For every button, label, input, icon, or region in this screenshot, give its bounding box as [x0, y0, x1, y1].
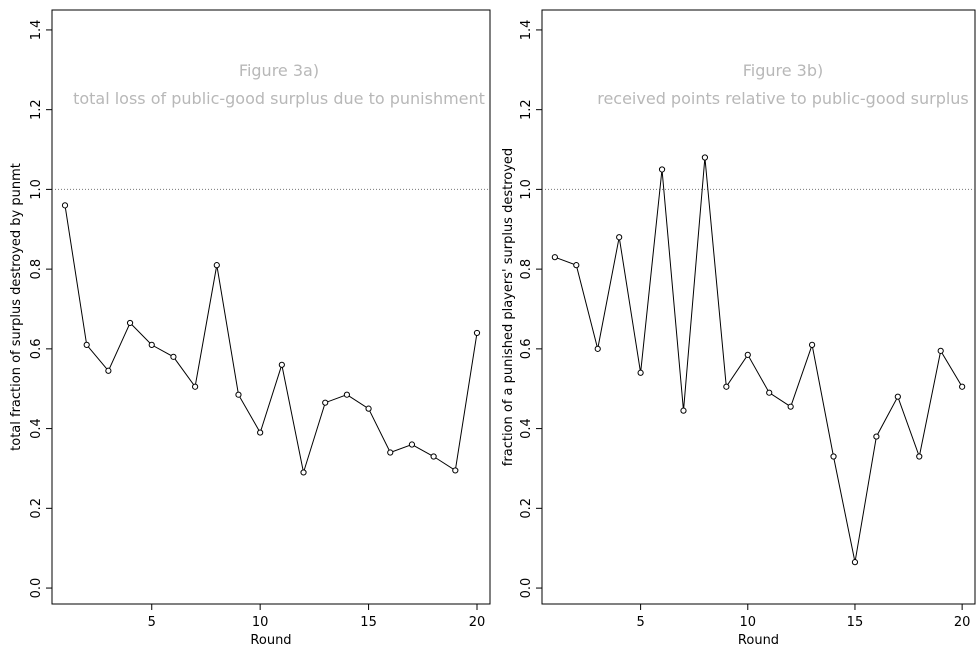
figure-label: Figure 3b) — [743, 61, 824, 80]
data-point-round-4 — [126, 319, 134, 327]
x-axis-title: Round — [250, 633, 291, 648]
y-tick-label: 1.0 — [519, 179, 534, 200]
data-point-round-11 — [766, 389, 773, 396]
y-axis-title: fraction of a punished players' surplus … — [501, 148, 516, 466]
plot-frame — [541, 9, 976, 605]
x-tick-label: 20 — [954, 615, 971, 630]
data-point-round-9 — [235, 391, 242, 398]
x-tick-label: 15 — [360, 615, 377, 630]
data-point-round-13 — [322, 399, 329, 406]
data-point-round-5 — [148, 341, 155, 348]
panel-figure-3b: 5 10 15 20 0.0 0.2 0.4 0.6 0.8 1.0 1.2 1.4 Round frac… — [501, 9, 976, 648]
data-point-round-15 — [851, 559, 859, 566]
data-point-round-6 — [170, 353, 177, 360]
y-tick-label: 1.2 — [519, 99, 534, 120]
series-line — [554, 157, 963, 563]
x-tick-label: 5 — [636, 615, 644, 630]
y-tick-label: 0.6 — [29, 339, 44, 360]
data-point-round-2 — [573, 262, 580, 269]
data-point-round-17 — [894, 393, 901, 400]
data-point-round-18 — [916, 453, 923, 460]
figure-label: Figure 3a) — [239, 61, 319, 80]
y-tick-label: 0.2 — [519, 498, 534, 519]
data-point-round-14 — [830, 453, 837, 460]
data-point-round-12 — [300, 469, 307, 476]
data-point-round-6 — [658, 166, 666, 173]
data-point-round-8 — [213, 262, 220, 269]
panel-figure-3a: 5 10 15 20 0.0 0.2 0.4 0.6 0.8 1.0 1.2 1.4 Round tota… — [9, 9, 491, 648]
y-tick-label: 0.0 — [29, 578, 44, 599]
data-point-round-1 — [551, 254, 558, 261]
figure-caption: received points relative to public-good … — [597, 89, 969, 108]
y-tick-label: 0.0 — [519, 578, 534, 599]
x-tick-label: 10 — [252, 615, 269, 630]
x-axis-title: Round — [738, 633, 779, 648]
data-point-round-11 — [278, 361, 285, 368]
data-point-round-16 — [387, 449, 394, 456]
plot-frame — [51, 9, 491, 605]
y-tick-label: 1.2 — [29, 99, 44, 120]
data-point-round-15 — [365, 405, 372, 412]
data-point-round-19 — [452, 467, 459, 474]
x-tick-label: 20 — [469, 615, 486, 630]
y-tick-label: 1.4 — [519, 20, 534, 41]
data-point-round-12 — [787, 403, 794, 410]
data-point-round-4 — [616, 234, 623, 241]
y-tick-label: 0.2 — [29, 498, 44, 519]
data-point-round-7 — [192, 383, 199, 390]
x-tick-label: 10 — [740, 615, 757, 630]
data-point-round-1 — [61, 202, 69, 209]
data-point-round-13 — [808, 341, 816, 348]
data-point-round-18 — [430, 453, 437, 460]
data-point-round-19 — [937, 347, 944, 354]
data-point-round-20 — [473, 329, 481, 337]
y-tick-label: 0.4 — [29, 418, 44, 439]
data-point-round-5 — [637, 369, 644, 376]
data-point-round-17 — [408, 441, 416, 448]
data-point-round-14 — [343, 391, 350, 398]
data-point-round-7 — [680, 407, 687, 414]
y-tick-label: 1.0 — [29, 179, 44, 200]
y-tick-label: 0.4 — [519, 418, 534, 439]
x-tick-label: 5 — [148, 615, 156, 630]
data-point-round-10 — [257, 429, 264, 436]
data-point-round-10 — [744, 351, 751, 358]
x-tick-label: 15 — [847, 615, 864, 630]
y-tick-label: 0.8 — [519, 259, 534, 280]
data-point-round-2 — [83, 341, 90, 348]
data-point-round-8 — [701, 154, 709, 161]
series-line — [64, 205, 478, 473]
data-point-round-16 — [873, 433, 880, 440]
data-point-round-3 — [594, 345, 601, 352]
data-point-round-20 — [959, 383, 966, 390]
y-axis-title: total fraction of surplus destroyed by p… — [9, 163, 24, 451]
data-point-round-3 — [105, 367, 112, 374]
y-tick-label: 0.6 — [519, 339, 534, 360]
data-point-round-9 — [723, 383, 730, 390]
y-tick-label: 1.4 — [29, 20, 44, 41]
y-tick-label: 0.8 — [29, 259, 44, 280]
figure-caption: total loss of public-good surplus due to… — [73, 89, 485, 108]
